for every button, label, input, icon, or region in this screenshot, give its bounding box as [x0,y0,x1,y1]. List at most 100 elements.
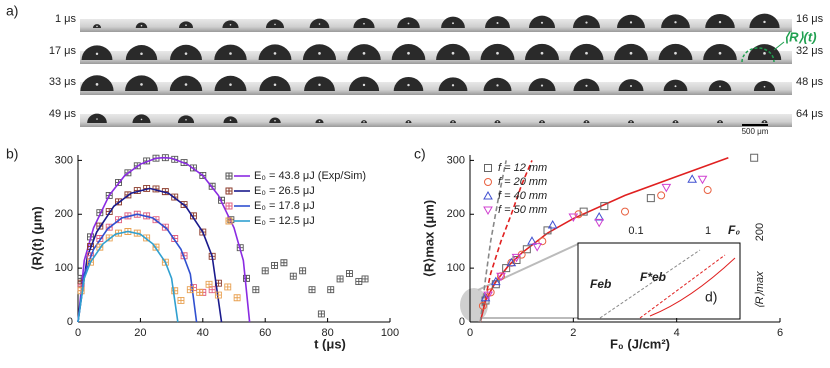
marker [527,236,537,245]
sim-line [77,230,179,323]
marker [657,191,666,200]
bubble-highlight [274,119,276,122]
marker [646,194,655,203]
marker [517,250,526,259]
marker [327,286,335,294]
y-tick-label: 300 [447,154,465,166]
x-tick-label: 0 [75,327,81,339]
marker [224,283,232,291]
x-axis-label: F₀ (J/cm²) [610,336,670,351]
bubble-highlight [407,83,410,87]
marker [490,276,501,286]
legend-label: f = 50 mm [498,204,547,216]
bubble-highlight [763,20,766,24]
marker [186,286,194,294]
inset-guide [599,249,701,319]
bubble-highlight [452,121,454,123]
x-tick-label: 0 [467,327,473,339]
bubble-highlight [318,23,321,25]
bubble-highlight [274,23,276,26]
sim-line [77,156,251,323]
x-tick-label: 2 [570,327,576,339]
bubble-highlight [140,83,143,86]
x-tick-label: 6 [777,327,783,339]
frame-time-label: 32 μs [796,45,824,57]
marker [547,220,558,229]
y-axis-label: ⟨R⟩max (μm) [421,200,436,277]
scale-bar-label: 500 μm [742,127,769,136]
panel-label: b) [6,146,18,162]
bubble-highlight [763,85,766,88]
bubble-highlight [629,51,633,55]
marker [502,264,511,273]
frame-time-label: 33 μs [49,76,77,88]
inset-curve [649,257,736,317]
bubble-highlight [496,121,499,123]
inset-annotation: F*eb [640,270,666,284]
marker [252,286,260,294]
scale-bar [742,124,768,126]
bubble-highlight [95,83,99,86]
bubble-highlight [140,118,143,121]
bubble-highlight [540,21,544,24]
bubble-highlight [229,83,232,86]
bubble-highlight [496,22,499,25]
marker [579,207,588,216]
inset-tick-label: 200 [754,223,766,241]
bubble-highlight [273,83,277,86]
bubble-highlight [362,83,366,87]
marker [522,245,531,254]
legend-marker [225,187,233,195]
y-tick-label: 300 [55,154,73,166]
panel-label: a) [6,3,18,19]
bubble-highlight [96,118,98,120]
inset-axis-label: F₀ [728,223,740,237]
bubble-highlight [763,51,766,55]
strip [80,82,792,95]
bubble-highlight [585,121,588,123]
marker [271,261,279,269]
bubble-highlight [763,121,766,123]
bubble-highlight [184,83,188,86]
x-tick-label: 4 [674,327,680,339]
annotation-pointer [773,41,785,51]
inset-frame [577,242,741,320]
bubble-highlight [629,21,633,24]
marker [214,291,222,299]
marker [261,267,269,275]
marker [568,213,579,222]
bubble-highlight [185,118,187,121]
bubble-highlight [451,51,455,55]
marker [621,207,630,216]
legend-marker [225,172,233,180]
x-tick-label: 20 [134,327,146,339]
marker [478,301,487,310]
bubble-highlight [674,85,677,88]
bubble-highlight [719,121,721,123]
frame-time-label: 17 μs [49,45,77,57]
bubble-highlight [541,121,543,123]
frame-time-label: 1 μs [55,13,77,25]
bubble-highlight [362,51,366,55]
marker [532,243,543,252]
marker [703,186,712,195]
y-tick-label: 100 [447,262,465,274]
bubble-highlight [674,21,677,24]
x-tick-label: 60 [259,327,271,339]
frame-time-label: 16 μs [796,13,824,25]
marker [280,259,288,267]
marker [361,275,369,283]
legend-label: E₀ = 17.8 μJ [254,200,315,212]
marker [486,288,495,297]
legend-marker [483,206,493,216]
legend-marker [484,178,493,186]
marker [336,275,344,283]
bubble-highlight [185,24,187,26]
legend-marker [225,217,233,225]
bubble-highlight [496,84,499,87]
marker [574,210,583,219]
legend-marker [484,164,492,172]
frame-time-label: 48 μs [796,76,824,88]
inset-guide [639,254,726,319]
strip [80,114,792,127]
